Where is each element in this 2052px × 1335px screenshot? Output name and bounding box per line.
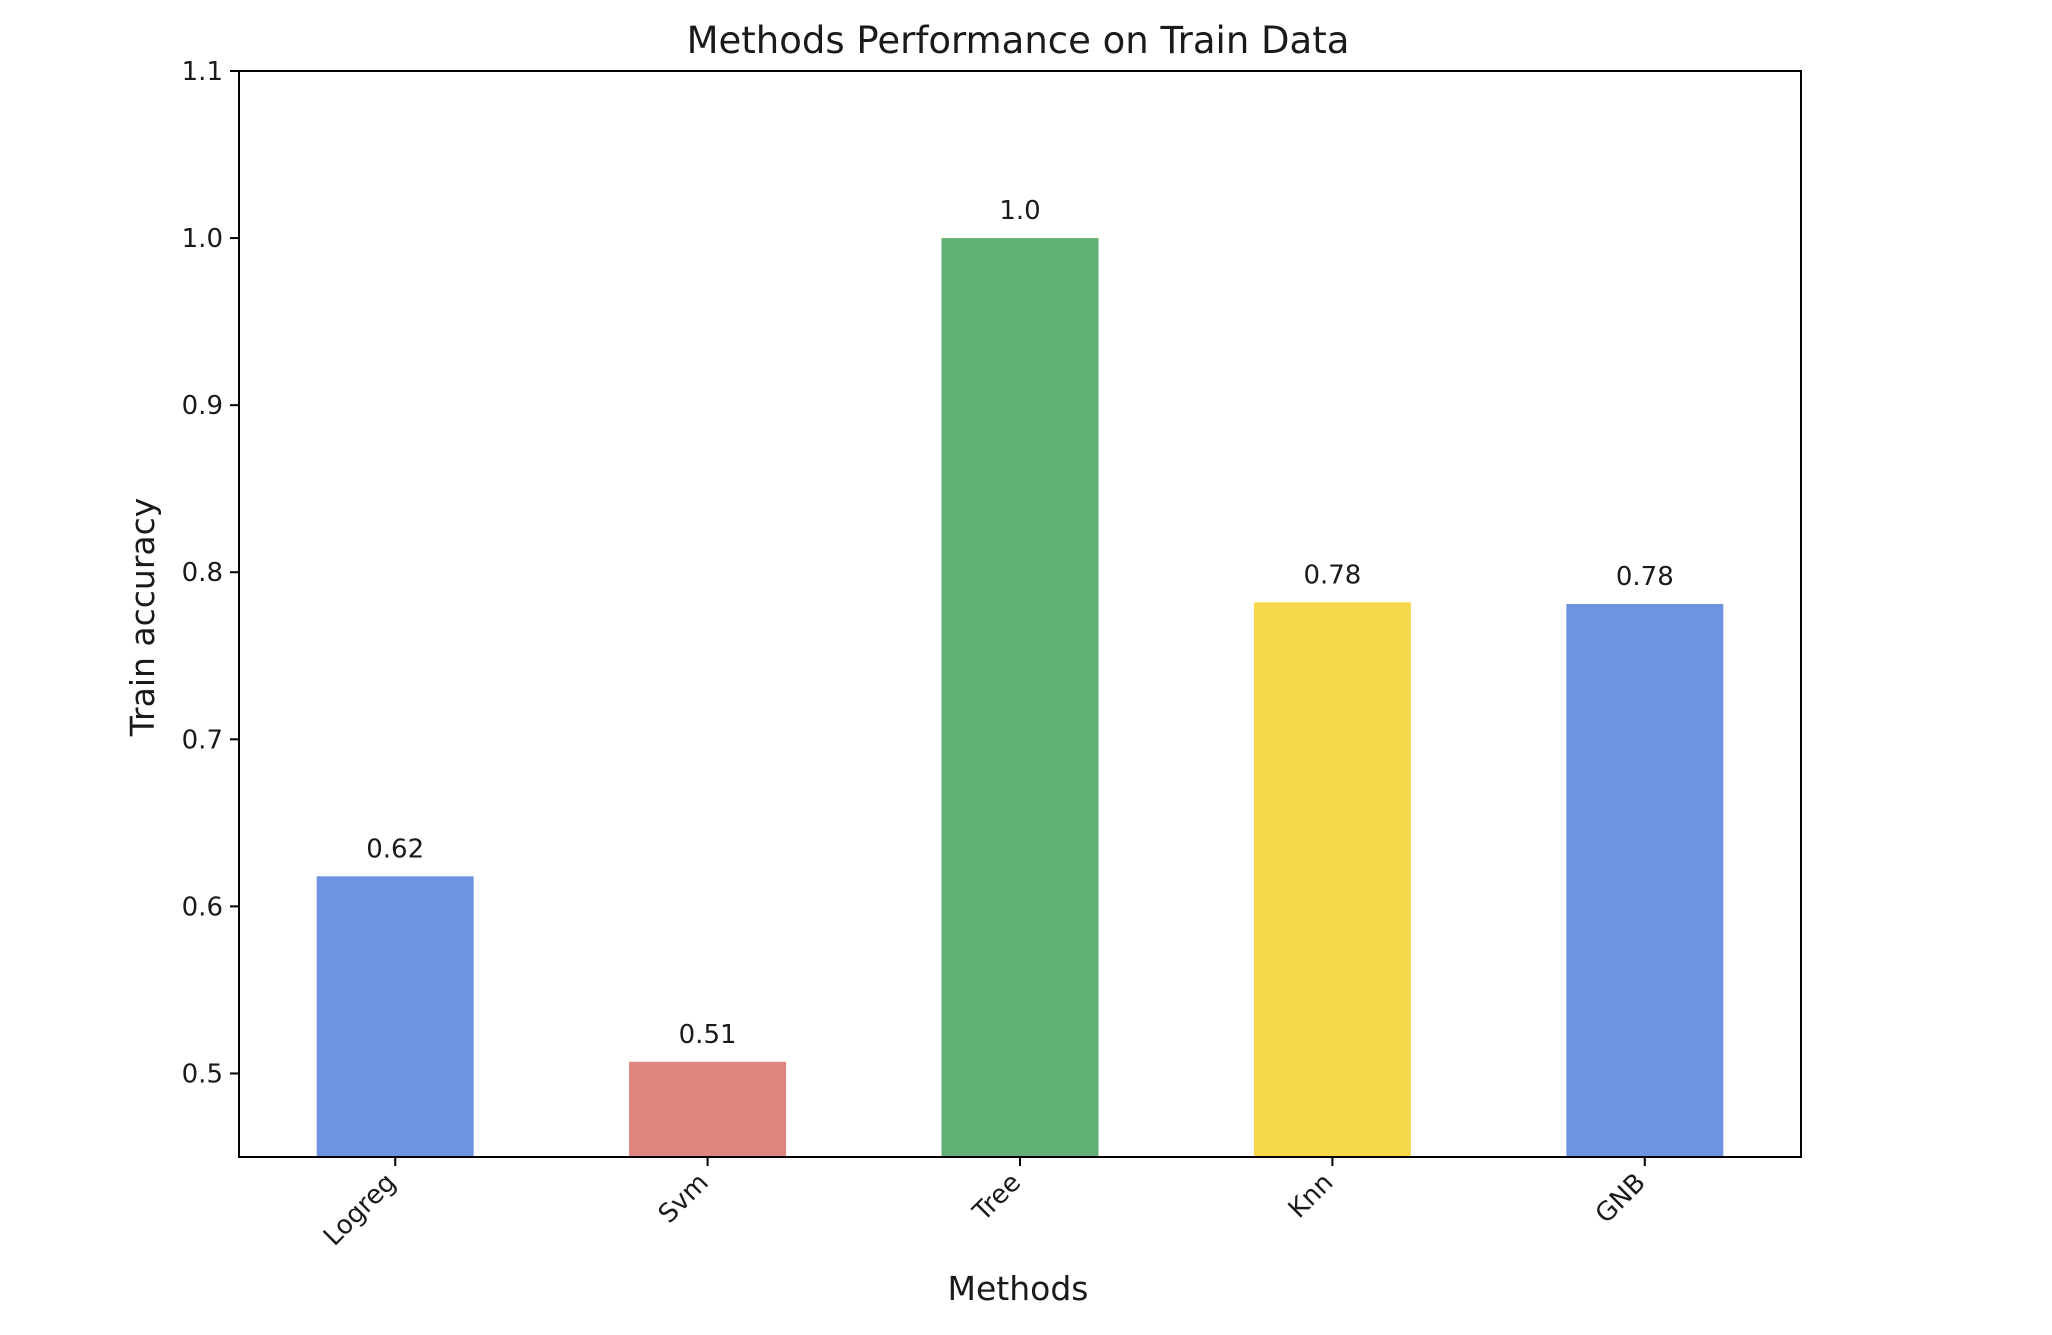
y-tick-label: 1.1	[182, 57, 223, 87]
x-tick-label-knn: Knn	[1283, 1168, 1340, 1225]
x-tick-label-tree: Tree	[967, 1168, 1027, 1228]
y-axis-label: Train accuracy	[123, 498, 162, 738]
y-tick-label: 0.5	[182, 1059, 223, 1089]
y-tick-label: 0.7	[182, 725, 223, 755]
bar-logreg	[316, 876, 474, 1157]
plot-area-frame	[238, 70, 1802, 1158]
x-tick-label-logreg: Logreg	[318, 1168, 402, 1252]
bar-value-label-tree: 1.0	[999, 196, 1040, 226]
y-tick-label: 0.9	[182, 391, 223, 421]
bar-value-label-svm: 0.51	[679, 1020, 737, 1050]
bar-value-label-logreg: 0.62	[366, 834, 424, 864]
x-tick-label-gnb: GNB	[1590, 1168, 1652, 1230]
bar-knn	[1253, 602, 1411, 1157]
bar-value-label-knn: 0.78	[1303, 560, 1361, 590]
chart-title: Methods Performance on Train Data	[687, 19, 1350, 62]
y-tick-label: 0.6	[182, 892, 223, 922]
bar-svm	[629, 1061, 787, 1157]
bar-gnb	[1566, 603, 1724, 1157]
y-tick-label: 1.0	[182, 224, 223, 254]
y-tick-label: 0.8	[182, 558, 223, 588]
bars-layer: 0.62 0.51 1.0 0.78 0.78	[316, 196, 1724, 1158]
bar-tree	[941, 238, 1099, 1158]
bar-value-label-gnb: 0.78	[1616, 562, 1674, 592]
x-axis-label: Methods	[948, 1269, 1089, 1308]
x-tick-label-svm: Svm	[653, 1168, 715, 1230]
